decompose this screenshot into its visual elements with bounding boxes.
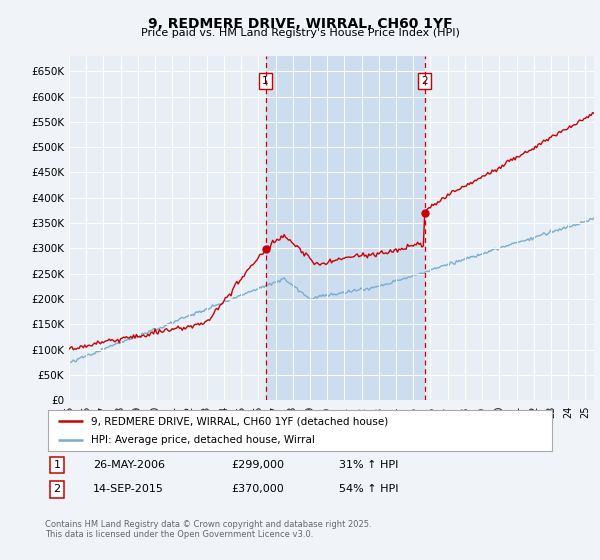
Text: 2: 2 [421,76,428,86]
Text: Price paid vs. HM Land Registry's House Price Index (HPI): Price paid vs. HM Land Registry's House … [140,28,460,38]
Text: 54% ↑ HPI: 54% ↑ HPI [339,484,398,494]
Text: 1: 1 [53,460,61,470]
Text: £370,000: £370,000 [231,484,284,494]
Text: 2: 2 [53,484,61,494]
Text: 1: 1 [262,76,269,86]
Bar [266,56,425,400]
Text: HPI: Average price, detached house, Wirral: HPI: Average price, detached house, Wirr… [91,435,315,445]
Text: 31% ↑ HPI: 31% ↑ HPI [339,460,398,470]
Text: 14-SEP-2015: 14-SEP-2015 [93,484,164,494]
Text: £299,000: £299,000 [231,460,284,470]
Text: Contains HM Land Registry data © Crown copyright and database right 2025.
This d: Contains HM Land Registry data © Crown c… [45,520,371,539]
Text: 26-MAY-2006: 26-MAY-2006 [93,460,165,470]
Text: 9, REDMERE DRIVE, WIRRAL, CH60 1YF: 9, REDMERE DRIVE, WIRRAL, CH60 1YF [148,17,452,31]
Text: 9, REDMERE DRIVE, WIRRAL, CH60 1YF (detached house): 9, REDMERE DRIVE, WIRRAL, CH60 1YF (deta… [91,417,388,426]
